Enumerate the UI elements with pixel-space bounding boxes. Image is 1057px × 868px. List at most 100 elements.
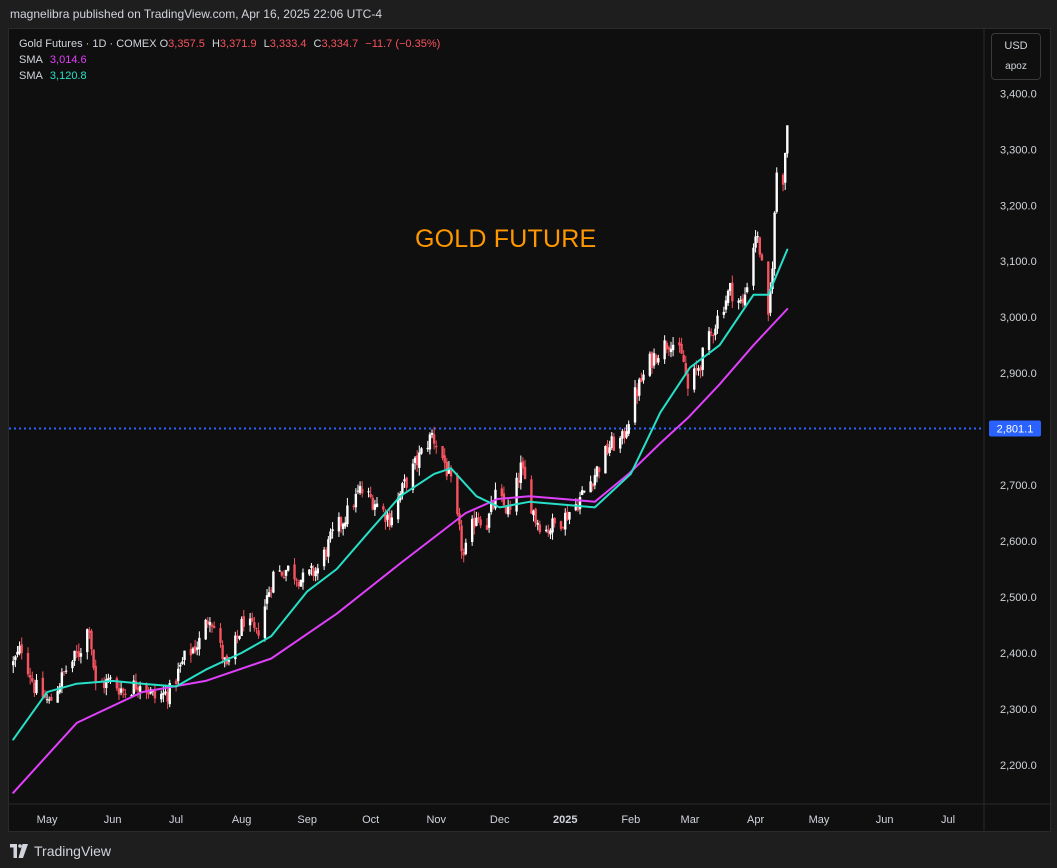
candle-body — [56, 691, 59, 703]
candle-body — [716, 315, 719, 329]
candle-body — [176, 668, 180, 682]
candle-body — [623, 430, 626, 439]
x-tick-label: 2025 — [553, 814, 577, 826]
candle-body — [314, 570, 317, 577]
candle-body — [671, 344, 675, 351]
candle-body — [635, 389, 639, 397]
candle-body — [221, 644, 224, 660]
candle-body — [124, 693, 127, 696]
candle-body — [420, 448, 423, 454]
candle-body — [90, 630, 93, 650]
chart-panel[interactable]: 2,200.0 2,300.0 2,400.0 2,500.0 2,600.0 2,700… — [8, 28, 1052, 833]
candle-body — [286, 565, 290, 571]
candle-body — [308, 569, 311, 575]
footer-bar: TradingView — [0, 836, 1057, 868]
x-tick-label: Feb — [621, 814, 640, 826]
candle-body — [92, 649, 95, 668]
candle-body — [337, 517, 341, 532]
y-tick-label: 2,400.0 — [1000, 648, 1037, 660]
candle-body — [278, 570, 281, 572]
candle-body — [726, 290, 730, 304]
candle-body — [196, 647, 199, 650]
candle-body — [638, 379, 641, 396]
candle-body — [322, 549, 326, 567]
candle-body — [71, 661, 74, 669]
candle-body — [339, 517, 343, 527]
candle-body — [593, 475, 597, 486]
candle-body — [642, 374, 645, 381]
candle-body — [166, 692, 169, 702]
candle-body — [390, 517, 394, 526]
currency-selector[interactable]: USD apoz — [991, 33, 1041, 80]
candle-body — [583, 490, 586, 493]
candle-body — [79, 653, 83, 657]
top-bar: magnelibra published on TradingView.com,… — [0, 0, 1057, 28]
candle-body — [654, 355, 658, 363]
chart-annotation-text[interactable]: GOLD FUTURE — [415, 225, 597, 253]
x-tick-label: Nov — [426, 814, 446, 826]
candle-body — [633, 387, 637, 423]
candle-body — [517, 480, 520, 483]
x-tick-label: Oct — [362, 814, 379, 826]
candle-body — [449, 470, 453, 477]
candle-body — [179, 664, 182, 667]
candle-body — [707, 331, 711, 350]
candle-body — [758, 237, 762, 255]
legend-sma-row-1[interactable]: SMA 3,014.6 — [19, 52, 444, 68]
candle-body — [648, 353, 652, 376]
candle-body — [240, 618, 243, 637]
candle-body — [475, 517, 478, 526]
candle-body — [432, 434, 436, 444]
x-tick-label: Sep — [297, 814, 317, 826]
sma-label: SMA — [19, 54, 43, 66]
candle-body — [86, 629, 89, 653]
symbol-label[interactable]: Gold Futures · 1D · COMEX — [19, 38, 157, 50]
candle-body — [415, 455, 419, 466]
candle-body — [299, 580, 303, 587]
legend-sma-row-2[interactable]: SMA 3,120.8 — [19, 68, 444, 84]
candle-body — [504, 507, 508, 514]
candle-body — [267, 592, 271, 597]
candle-body — [578, 497, 582, 510]
candle-body — [238, 635, 241, 640]
candle-body — [401, 483, 404, 496]
candle-body — [680, 343, 683, 354]
candle-body — [242, 616, 245, 627]
candle-body — [756, 236, 759, 238]
candle-body — [105, 679, 108, 689]
candle-body — [210, 624, 214, 627]
candle-body — [684, 363, 687, 375]
candle-body — [435, 445, 438, 448]
currency-unit: apoz — [1005, 61, 1027, 72]
candle-body — [62, 671, 66, 673]
candle-body — [532, 510, 535, 516]
candle-body — [553, 517, 556, 524]
candle-body — [310, 565, 313, 568]
candle-body — [94, 665, 97, 683]
candle-body — [33, 682, 36, 693]
tradingview-brand[interactable]: TradingView — [10, 843, 111, 859]
candle-body — [447, 468, 451, 474]
x-tick-label: Jul — [941, 814, 955, 826]
candle-body — [35, 679, 38, 694]
candle-body — [12, 661, 15, 666]
candle-body — [47, 699, 51, 701]
candle-body — [354, 493, 358, 508]
candle-body — [331, 529, 334, 532]
candle-body — [551, 518, 554, 533]
candle-body — [386, 514, 389, 520]
ohlc-close: C3,334.7 — [313, 38, 359, 50]
candle-body — [102, 682, 106, 688]
x-tick-label: Apr — [747, 814, 764, 826]
candle-body — [500, 488, 503, 497]
price-chart[interactable]: 2,200.0 2,300.0 2,400.0 2,500.0 2,600.0 2,700… — [9, 29, 1052, 833]
candle-body — [316, 568, 319, 574]
candle-body — [595, 466, 599, 477]
y-tick-label: 2,600.0 — [1000, 536, 1037, 548]
sma-line-1 — [12, 308, 789, 794]
candle-body — [270, 590, 273, 592]
candle-body — [153, 690, 157, 699]
candle-body — [41, 677, 45, 698]
y-tick-label: 2,200.0 — [1000, 760, 1037, 772]
candle-body — [566, 511, 569, 521]
